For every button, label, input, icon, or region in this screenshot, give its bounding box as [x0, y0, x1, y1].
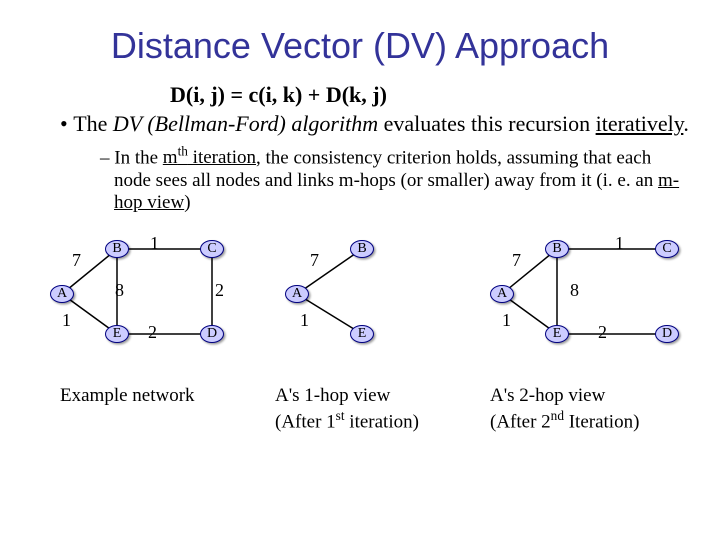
sub-mth: mth iteration [163, 147, 256, 168]
main-bullet: • The DV (Bellman-Ford) algorithm evalua… [60, 110, 690, 138]
bullet-mid: evaluates this recursion [378, 111, 596, 136]
edge-weight-cd: 2 [215, 280, 224, 301]
network-diagram: ABCDE712218 [50, 230, 240, 360]
sub-prefix: In the [114, 147, 163, 168]
slide-title: Distance Vector (DV) Approach [30, 25, 690, 67]
edge-weight-de: 2 [148, 322, 157, 343]
network-diagram: ABCDE71218 [490, 230, 690, 360]
edge-weight-be: 8 [115, 280, 124, 301]
edge-weight-ea: 1 [62, 310, 71, 331]
caption-1: Example network [60, 385, 195, 408]
sub-bullet: – In the mth iteration, the consistency … [100, 144, 690, 216]
edge-weight-bc: 1 [150, 233, 159, 254]
network-diagram: ABE71 [285, 230, 475, 360]
edge-weight-ea: 1 [502, 310, 511, 331]
bullet-dot: . [683, 111, 689, 136]
bullet-prefix: The [73, 111, 113, 136]
edge-weight-de: 2 [598, 322, 607, 343]
edge-weight-ab: 7 [310, 250, 319, 271]
edge-weight-ea: 1 [300, 310, 309, 331]
captions-row: Example network A's 1-hop view(After 1st… [30, 385, 690, 455]
bullet-algo: DV (Bellman-Ford) algorithm [113, 111, 378, 136]
sub-rest2: ) [184, 192, 190, 213]
caption-2: A's 1-hop view(After 1st iteration) [275, 385, 419, 434]
recursion-formula: D(i, j) = c(i, k) + D(k, j) [170, 82, 690, 108]
bullet-iter: iteratively [596, 111, 684, 136]
edge-weight-be: 8 [570, 280, 579, 301]
diagrams-row: ABCDE712218ABE71ABCDE71218 [30, 230, 690, 380]
edge-weight-bc: 1 [615, 233, 624, 254]
caption-3: A's 2-hop view(After 2nd Iteration) [490, 385, 639, 434]
edge-weight-ab: 7 [72, 250, 81, 271]
edge-weight-ab: 7 [512, 250, 521, 271]
